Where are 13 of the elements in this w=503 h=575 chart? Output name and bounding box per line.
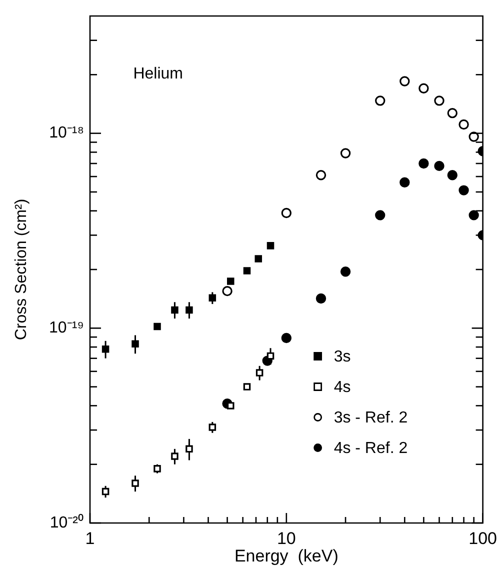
legend-label: 3s xyxy=(334,348,351,366)
x-axis-title: Energy (keV) xyxy=(234,546,338,566)
legend-label: 3s - Ref. 2 xyxy=(334,410,408,427)
legend-label: 4s xyxy=(334,379,351,396)
y-tick-label: 10⁻¹⁹ xyxy=(49,320,84,337)
y-axis-title: Cross Section (cm²) xyxy=(13,198,30,340)
y-tick-label: 10⁻²⁰ xyxy=(50,513,84,532)
legend-label: 4s - Ref. 2 xyxy=(334,440,408,458)
annotation: Helium xyxy=(133,66,184,83)
y-tick-label: 10⁻¹⁸ xyxy=(49,124,84,142)
x-tick-label: 10 xyxy=(276,528,296,548)
x-tick-label: 1 xyxy=(85,528,95,548)
x-tick-label: 100 xyxy=(468,528,498,548)
